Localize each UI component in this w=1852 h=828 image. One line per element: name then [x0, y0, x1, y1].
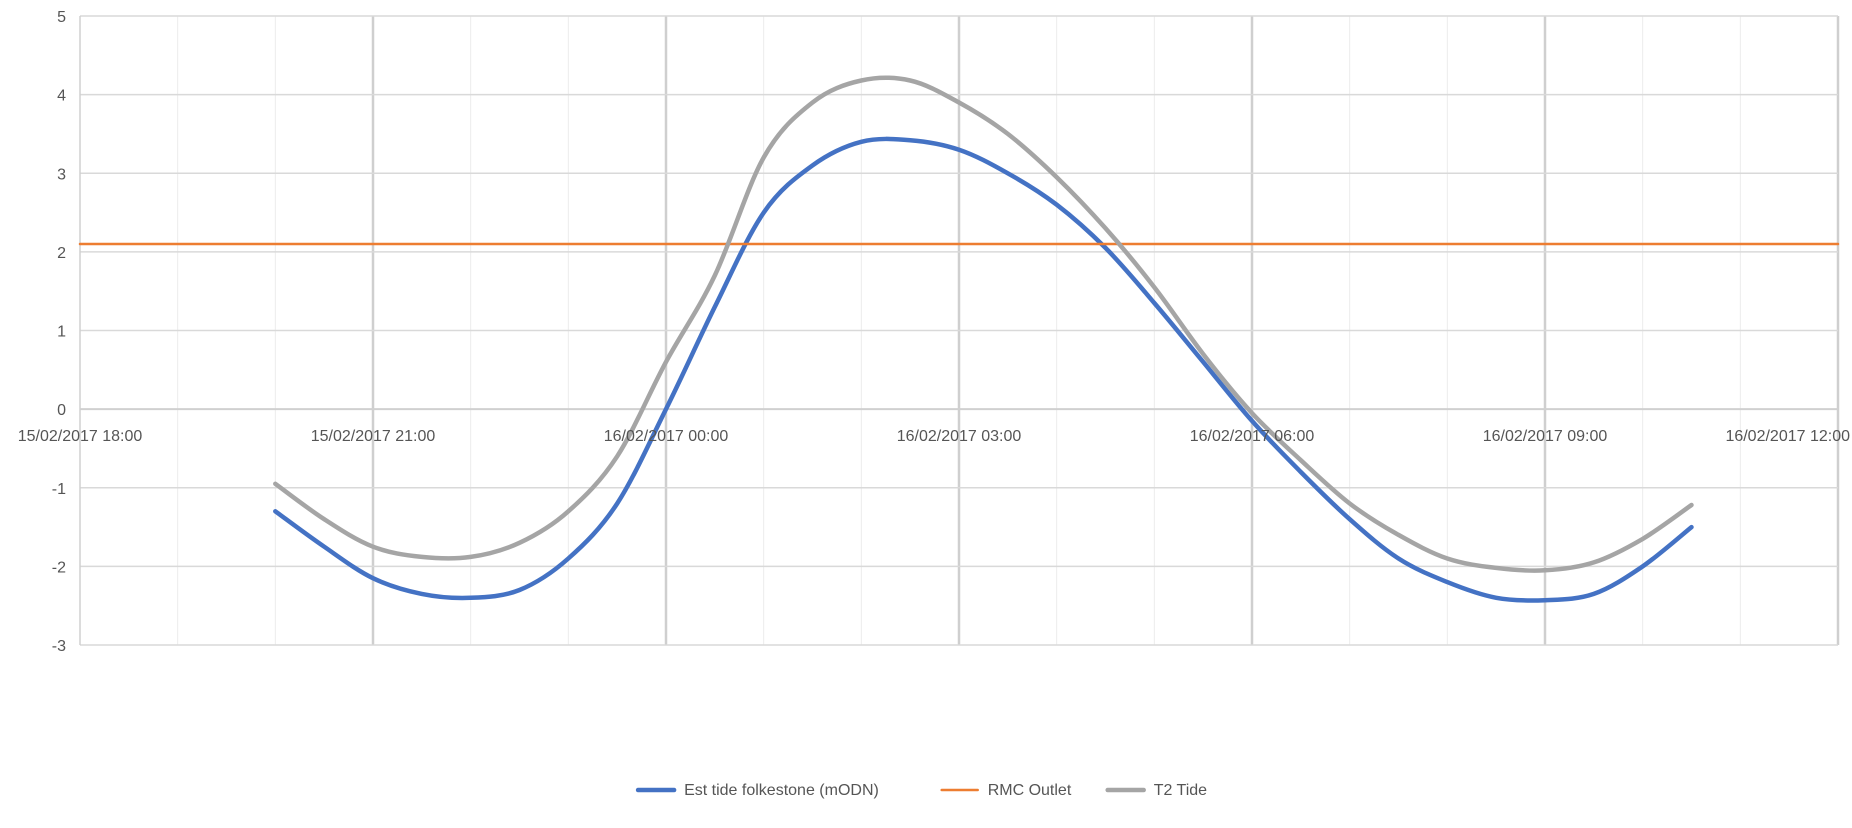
legend: Est tide folkestone (mODN) RMC Outlet T2 T…: [635, 782, 1207, 799]
legend-label: RMC Outlet: [988, 782, 1072, 799]
major-gridlines: [79, 15, 1840, 646]
x-tick-label: 16/02/2017 12:00: [1725, 428, 1850, 445]
x-tick-label: 16/02/2017 09:00: [1483, 428, 1608, 445]
y-tick-label: 2: [57, 245, 66, 262]
legend-item-2: T2 Tide: [1105, 782, 1207, 799]
legend-label: T2 Tide: [1154, 782, 1207, 799]
x-tick-label: 15/02/2017 18:00: [18, 428, 143, 445]
y-axis-tick-labels: -3 -2 -1 0 1 2 3 4 5: [52, 9, 66, 655]
x-tick-label: 16/02/2017 03:00: [897, 428, 1022, 445]
series-layer: [78, 75, 1840, 603]
x-tick-label: 16/02/2017 00:00: [604, 428, 729, 445]
y-tick-label: 0: [57, 402, 66, 419]
legend-item-0: Est tide folkestone (mODN): [635, 782, 879, 799]
x-axis-tick-labels: 15/02/2017 18:00 15/02/2017 21:00 16/02/20…: [18, 428, 1850, 445]
series-line-0: [273, 136, 1694, 603]
y-tick-label: -2: [52, 559, 66, 576]
y-tick-label: 5: [57, 9, 66, 26]
y-tick-label: 1: [57, 324, 66, 341]
x-tick-label: 15/02/2017 21:00: [311, 428, 436, 445]
y-tick-label: 4: [57, 88, 66, 105]
x-tick-label: 16/02/2017 06:00: [1190, 428, 1315, 445]
legend-label: Est tide folkestone (mODN): [684, 782, 879, 799]
legend-item-1: RMC Outlet: [940, 782, 1072, 799]
series-line-2: [273, 75, 1694, 573]
y-tick-label: -1: [52, 481, 66, 498]
y-tick-label: 3: [57, 166, 66, 183]
y-tick-label: -3: [52, 638, 66, 655]
